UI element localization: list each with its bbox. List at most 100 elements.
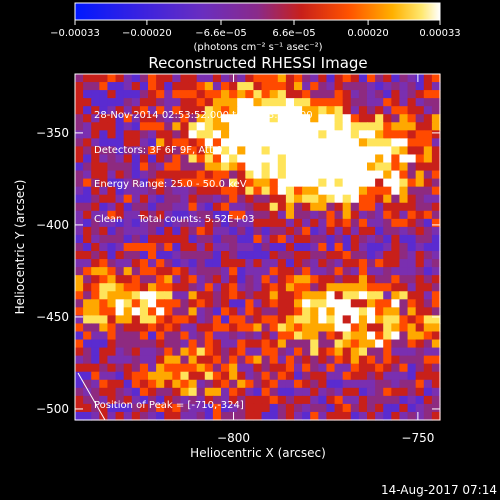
heatmap-cell (285, 234, 295, 244)
heatmap-cell (180, 251, 190, 260)
heatmap-cell (237, 387, 246, 397)
heatmap-cell (358, 98, 368, 107)
heatmap-cell (391, 106, 401, 115)
heatmap-cell (326, 347, 336, 357)
heatmap-cell (415, 395, 425, 405)
heatmap-cell (91, 283, 100, 292)
heatmap-cell (302, 194, 311, 204)
heatmap-cell (367, 138, 376, 148)
heatmap-cell (326, 178, 336, 188)
heatmap-cell (294, 234, 303, 244)
heatmap-cell (253, 307, 263, 316)
heatmap-cell (237, 242, 246, 252)
heatmap-cell (245, 114, 255, 123)
heatmap-cell (399, 130, 409, 139)
heatmap-cell (148, 130, 157, 139)
heatmap-cell (91, 363, 100, 373)
heatmap-cell (285, 162, 295, 172)
heatmap-cell (253, 251, 263, 260)
heatmap-cell (367, 122, 376, 131)
heatmap-cell (269, 162, 279, 172)
heatmap-cell (350, 146, 360, 156)
heatmap-cell (99, 202, 109, 212)
heatmap-cell (302, 331, 311, 341)
heatmap-cell (212, 251, 222, 260)
x-tick-label: −750 (401, 431, 434, 445)
heatmap-cell (164, 74, 173, 83)
heatmap-cell (342, 331, 352, 341)
heatmap-cell (350, 355, 360, 365)
heatmap-cell (83, 226, 92, 236)
heatmap-cell (277, 122, 287, 131)
heatmap-cell (196, 411, 206, 421)
heatmap-cell (367, 162, 376, 172)
heatmap-cell (415, 186, 425, 196)
heatmap-cell (375, 331, 384, 341)
heatmap-cell (399, 275, 409, 284)
heatmap-cell (139, 339, 149, 349)
heatmap-cell (431, 202, 441, 212)
heatmap-cell (156, 194, 165, 204)
heatmap-cell (431, 186, 441, 196)
heatmap-cell (399, 371, 409, 381)
heatmap-cell (302, 74, 311, 83)
heatmap-cell (318, 315, 328, 325)
heatmap-cell (221, 210, 230, 220)
heatmap-cell (229, 234, 238, 244)
heatmap-cell (99, 323, 109, 333)
heatmap-cell (302, 154, 311, 164)
heatmap-cell (221, 74, 230, 83)
heatmap-cell (75, 379, 84, 389)
heatmap-cell (342, 403, 352, 413)
heatmap-cell (334, 106, 344, 115)
heatmap-cell (334, 114, 344, 123)
heatmap-cell (212, 90, 222, 99)
heatmap-cell (115, 90, 125, 99)
heatmap-cell (180, 259, 190, 268)
heatmap-cell (431, 307, 441, 316)
heatmap-cell (326, 379, 336, 389)
heatmap-cell (415, 146, 425, 156)
heatmap-cell (302, 106, 311, 115)
heatmap-cell (131, 138, 141, 148)
heatmap-cell (358, 283, 368, 292)
heatmap-cell (294, 178, 303, 188)
heatmap-cell (172, 138, 182, 148)
heatmap-cell (164, 347, 173, 357)
heatmap-cell (83, 122, 92, 131)
heatmap-cell (164, 210, 173, 220)
heatmap-cell (407, 106, 417, 115)
heatmap-cell (391, 355, 401, 365)
heatmap-cell (285, 371, 295, 381)
heatmap-cell (204, 122, 214, 131)
heatmap-cell (285, 194, 295, 204)
heatmap-cell (367, 379, 376, 389)
heatmap-cell (229, 98, 238, 107)
heatmap-cell (131, 218, 141, 228)
heatmap-cell (172, 194, 182, 204)
heatmap-cell (196, 170, 206, 180)
heatmap-cell (342, 138, 352, 148)
heatmap-cell (407, 379, 417, 389)
heatmap-cell (91, 74, 100, 83)
heatmap-cell (245, 234, 255, 244)
heatmap-cell (431, 411, 441, 421)
heatmap-cell (237, 234, 246, 244)
heatmap-cell (188, 251, 198, 260)
heatmap-cell (431, 122, 441, 131)
heatmap-cell (131, 395, 141, 405)
heatmap-cell (423, 259, 433, 268)
heatmap-cell (367, 170, 376, 180)
heatmap-cell (91, 251, 100, 260)
heatmap-cell (196, 299, 206, 308)
heatmap-cell (91, 403, 100, 413)
heatmap-cell (156, 218, 165, 228)
heatmap-cell (383, 387, 392, 397)
heatmap-cell (423, 395, 433, 405)
heatmap-cell (107, 106, 117, 115)
heatmap-cell (156, 347, 165, 357)
heatmap-cell (196, 291, 206, 300)
heatmap-cell (399, 242, 409, 252)
heatmap-cell (221, 283, 230, 292)
heatmap-cell (221, 114, 230, 123)
